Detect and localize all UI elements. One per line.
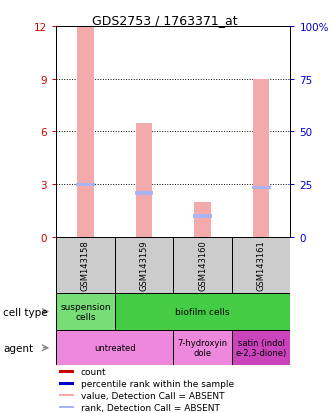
Bar bbox=[59, 382, 74, 385]
Bar bbox=[56, 237, 115, 293]
Bar bbox=[232, 237, 290, 293]
Text: GDS2753 / 1763371_at: GDS2753 / 1763371_at bbox=[92, 14, 238, 27]
Text: satin (indol
e-2,3-dione): satin (indol e-2,3-dione) bbox=[236, 338, 287, 358]
Text: suspension
cells: suspension cells bbox=[60, 302, 111, 321]
Bar bbox=[173, 237, 232, 293]
Bar bbox=[76, 183, 95, 186]
Text: rank, Detection Call = ABSENT: rank, Detection Call = ABSENT bbox=[81, 403, 220, 411]
Bar bbox=[59, 406, 74, 408]
Text: GSM143158: GSM143158 bbox=[81, 240, 90, 291]
Bar bbox=[77, 27, 94, 237]
Text: GSM143161: GSM143161 bbox=[257, 240, 266, 291]
Bar bbox=[115, 237, 173, 293]
Bar bbox=[59, 370, 74, 373]
Bar bbox=[136, 123, 152, 237]
Bar bbox=[252, 187, 271, 190]
Text: percentile rank within the sample: percentile rank within the sample bbox=[81, 379, 234, 388]
Bar bbox=[56, 330, 173, 366]
Bar bbox=[173, 330, 232, 366]
Text: GSM143159: GSM143159 bbox=[140, 240, 148, 291]
Bar bbox=[232, 330, 290, 366]
Bar bbox=[193, 215, 212, 218]
Text: cell type: cell type bbox=[3, 307, 48, 317]
Text: value, Detection Call = ABSENT: value, Detection Call = ABSENT bbox=[81, 391, 224, 400]
Bar bbox=[59, 394, 74, 396]
Text: untreated: untreated bbox=[94, 344, 136, 352]
Bar bbox=[253, 79, 269, 237]
Text: agent: agent bbox=[3, 343, 33, 353]
Bar bbox=[115, 293, 290, 330]
Text: count: count bbox=[81, 367, 106, 376]
Bar bbox=[194, 202, 211, 237]
Text: biofilm cells: biofilm cells bbox=[175, 307, 230, 316]
Text: 7-hydroxyin
dole: 7-hydroxyin dole bbox=[178, 338, 228, 358]
Bar bbox=[56, 293, 115, 330]
Text: GSM143160: GSM143160 bbox=[198, 240, 207, 291]
Bar bbox=[135, 192, 153, 195]
